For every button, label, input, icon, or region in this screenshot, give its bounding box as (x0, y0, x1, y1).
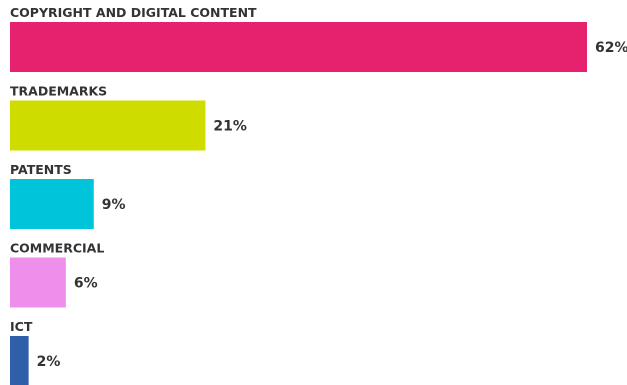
category-label-ict: ICT (10, 319, 33, 334)
value-label-trademarks: 21% (213, 119, 247, 135)
category-label-commercial: COMMERCIAL (10, 241, 104, 256)
bar-commercial (10, 257, 66, 308)
bar-ict (10, 336, 29, 385)
value-label-commercial: 6% (74, 276, 98, 292)
value-label-ict: 2% (37, 354, 61, 370)
category-label-copyright-and-digital-content: COPYRIGHT AND DIGITAL CONTENT (10, 5, 257, 20)
bar-copyright-and-digital-content (10, 22, 587, 72)
bar-trademarks (10, 100, 206, 151)
value-label-copyright-and-digital-content: 62% (595, 40, 627, 56)
value-label-patents: 9% (102, 197, 126, 213)
category-label-trademarks: TRADEMARKS (10, 84, 107, 99)
category-label-patents: PATENTS (10, 162, 72, 177)
bar-patents (10, 179, 94, 229)
